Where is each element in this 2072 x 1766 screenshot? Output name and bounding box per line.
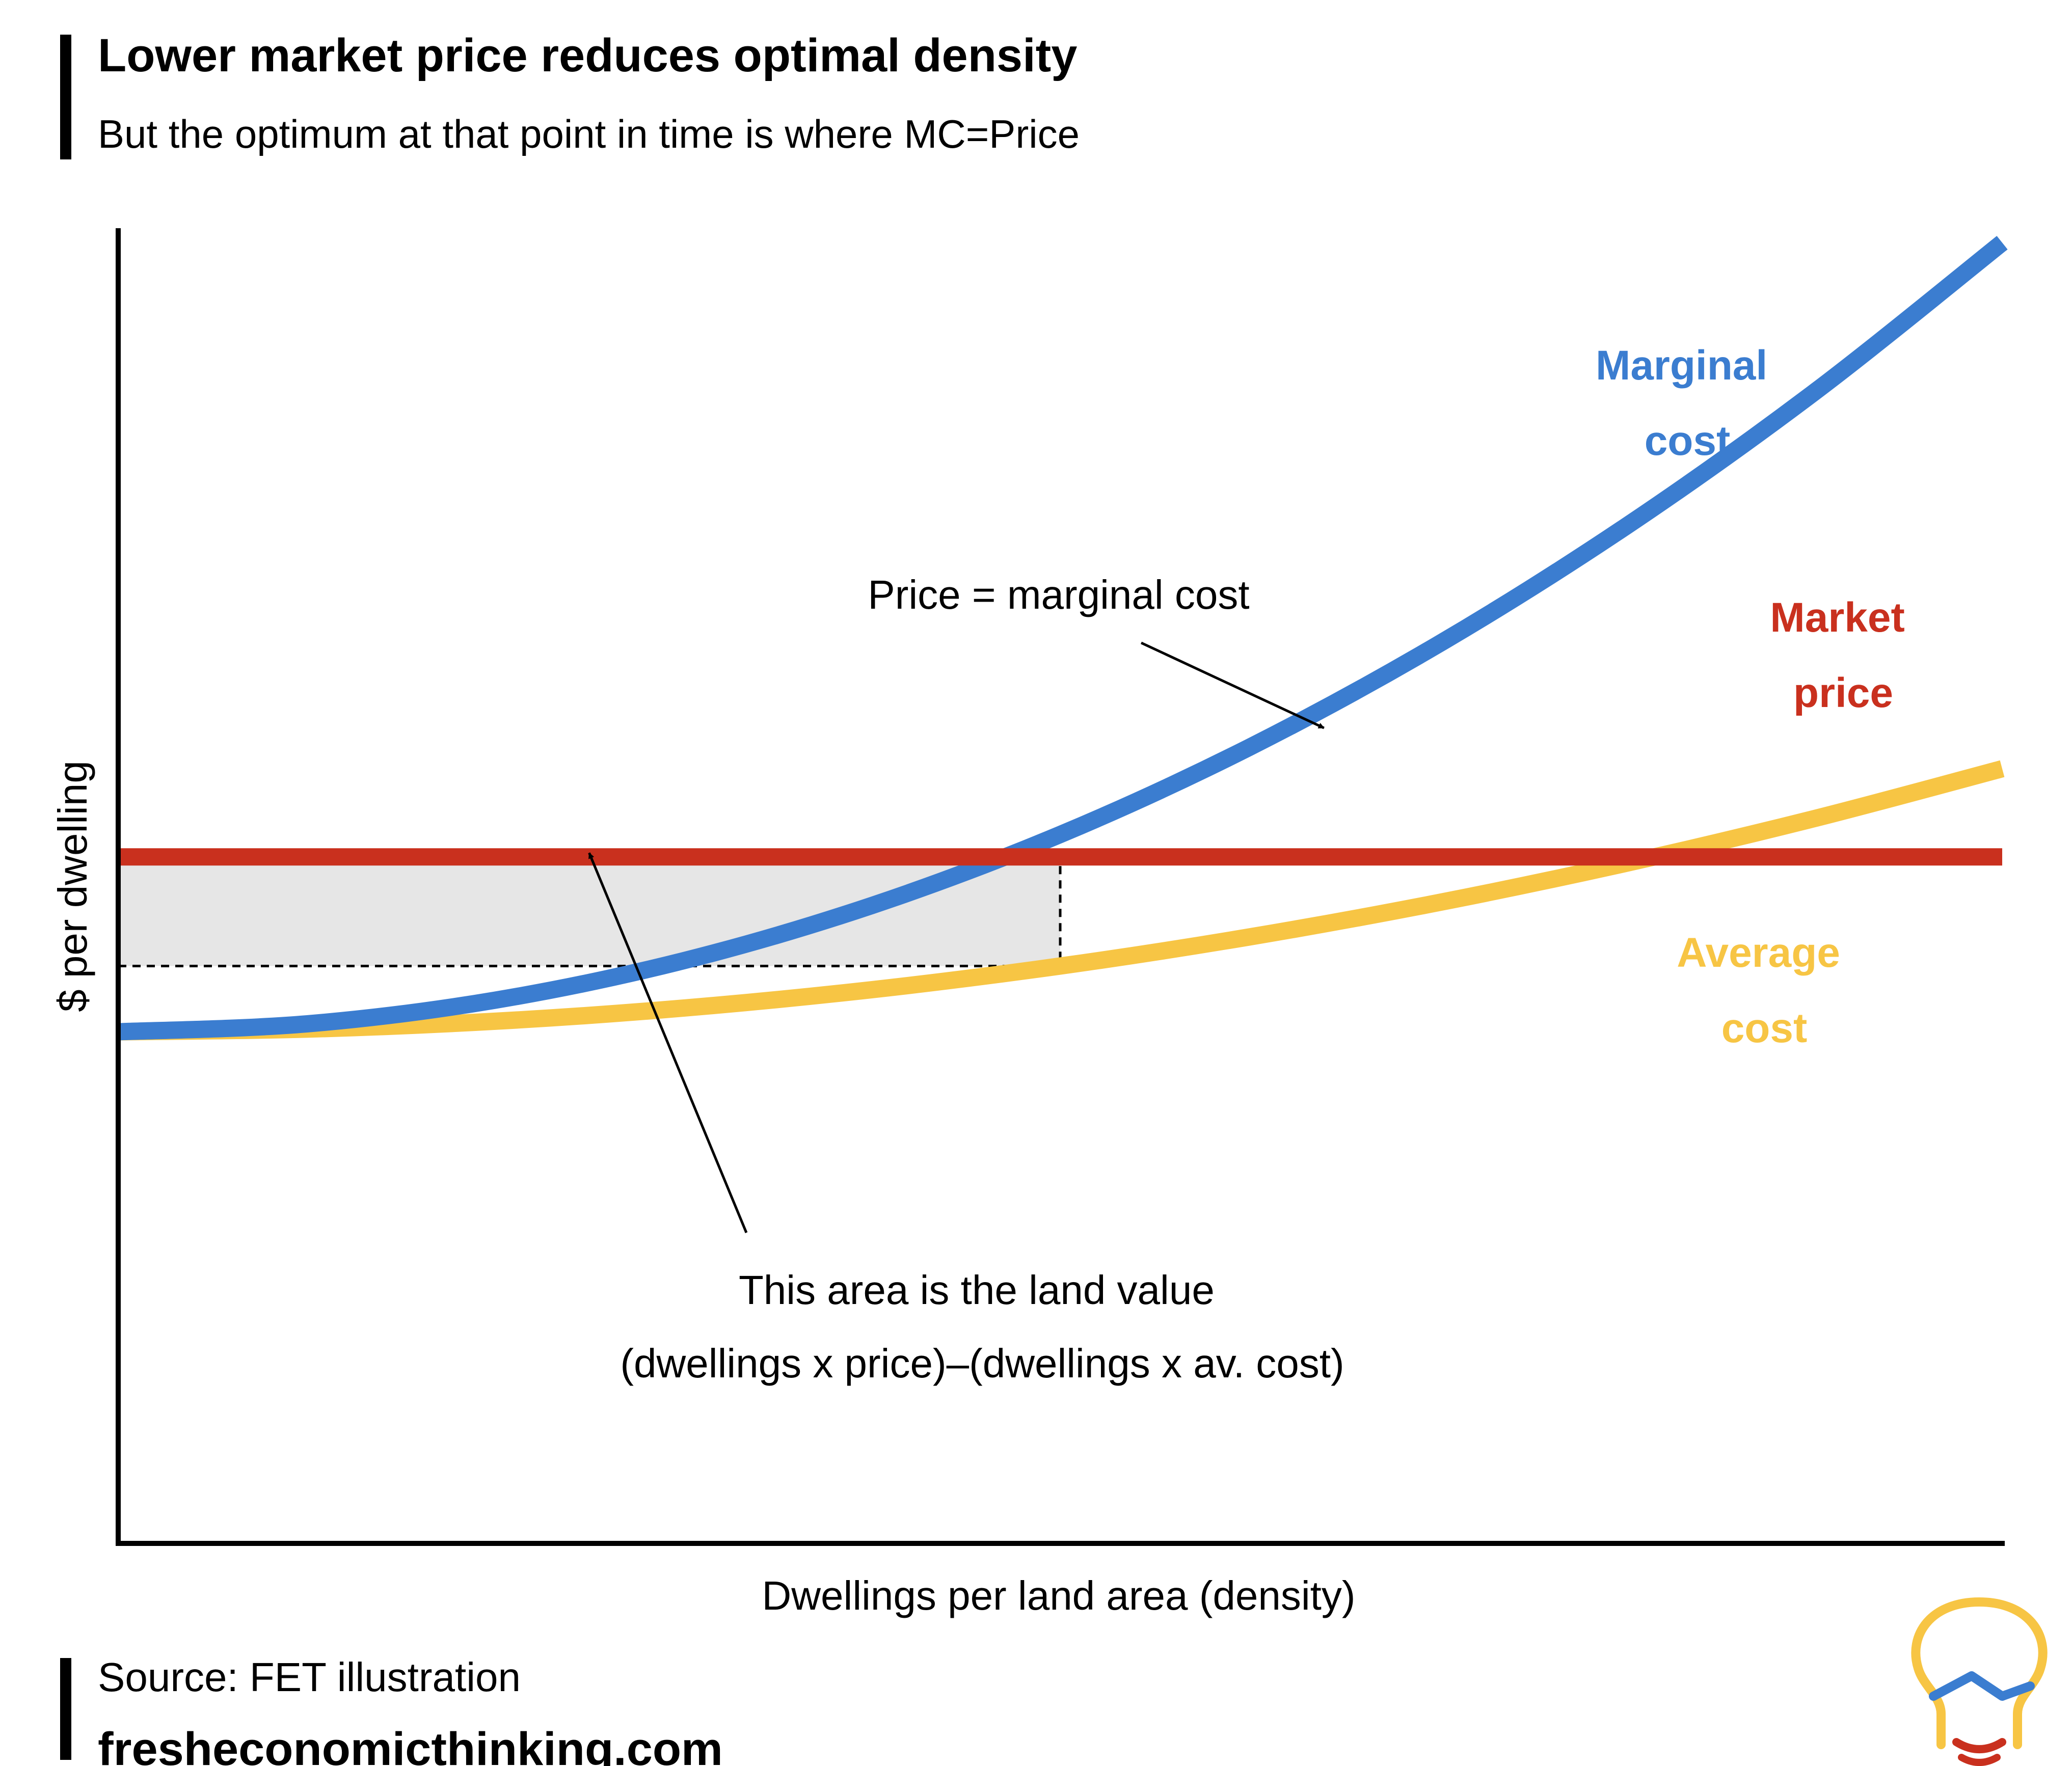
average-cost-label: Average cost: [1677, 930, 1851, 1051]
land-value-annotation-line-2: (dwellings x price)–(dwellings x av. cos…: [620, 1341, 1344, 1386]
header: Lower market price reduces optimal densi…: [60, 30, 1080, 159]
lightbulb-logo: [1911, 1597, 2048, 1766]
website-link[interactable]: fresheconomicthinking.com: [98, 1723, 723, 1766]
average-cost-label-line-1: Average: [1677, 930, 1840, 976]
x-axis-label: Dwellings per land area (density): [762, 1573, 1356, 1618]
price-equals-mc-arrow: [1140, 641, 1325, 729]
marginal-cost-label-line-1: Marginal: [1596, 342, 1767, 389]
footer-accent-bar: [60, 1658, 71, 1760]
plot-area: $ per dwelling Dwellings per land area (…: [50, 228, 2008, 1618]
average-cost-label-line-2: cost: [1721, 1005, 1808, 1051]
market-price-label-line-2: price: [1793, 670, 1893, 716]
bulb-base-icon: [1952, 1738, 2006, 1753]
footer: Source: FET illustration fresheconomicth…: [60, 1654, 723, 1766]
trend-line-icon: [1929, 1671, 2035, 1701]
market-price-label: Market price: [1770, 594, 1916, 716]
land-value-annotation-line-1: This area is the land value: [739, 1267, 1215, 1313]
bulb-base-icon: [1958, 1754, 2001, 1766]
header-accent-bar: [60, 35, 71, 159]
land-value-annotation: This area is the land value (dwellings x…: [620, 1267, 1344, 1386]
chart-subtitle: But the optimum at that point in time is…: [98, 112, 1080, 156]
source-note: Source: FET illustration: [98, 1654, 521, 1700]
lightbulb-icon: [1911, 1597, 2048, 1749]
land-value-arrow: [588, 852, 748, 1233]
chart-title: Lower market price reduces optimal densi…: [98, 30, 1077, 81]
y-axis-label: $ per dwelling: [50, 760, 95, 1012]
market-price-label-line-1: Market: [1770, 594, 1904, 641]
marginal-cost-line: [118, 236, 2008, 1041]
marginal-cost-label: Marginal cost: [1596, 342, 1779, 464]
marginal-cost-label-line-2: cost: [1645, 418, 1731, 464]
price-equals-mc-annotation: Price = marginal cost: [868, 572, 1249, 617]
land-value-shaded-area: [118, 857, 1060, 966]
